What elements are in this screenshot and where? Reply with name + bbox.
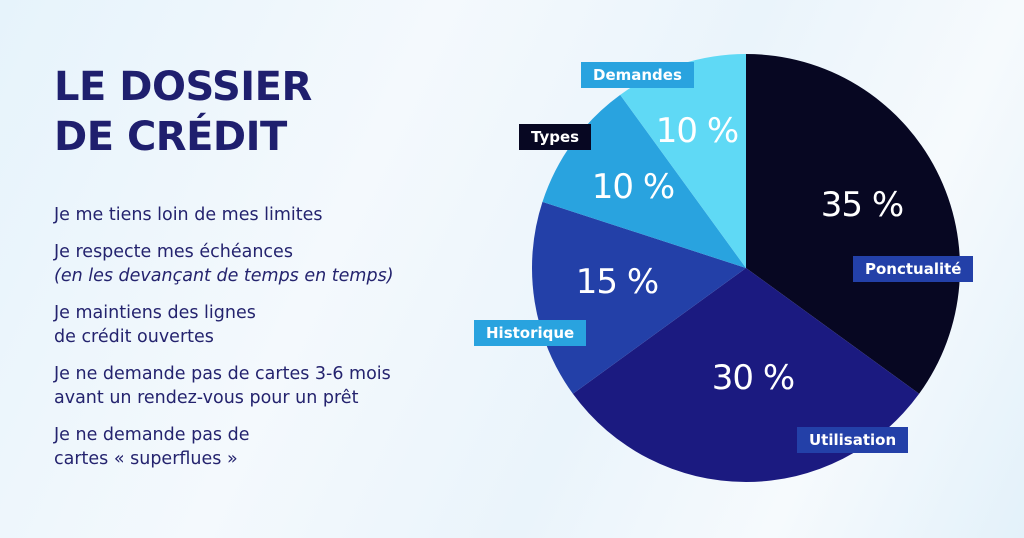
tip-text: cartes « superflues » [54,449,238,469]
tip-item: Je maintiens des lignes de crédit ouvert… [54,301,394,349]
title-line-1: LE DOSSIER [54,64,312,110]
slice-category-tag: Types [519,124,592,150]
pie-slice-demandes [620,54,746,268]
slice-category-tag: Demandes [581,62,694,88]
slice-category-tag: Utilisation [797,427,909,453]
slice-percent-label: 30 % [711,358,795,398]
slice-category-tag: Historique [474,320,587,346]
tip-text: Je me tiens loin de mes limites [54,205,323,225]
title-line-2: DE CRÉDIT [54,114,287,160]
tip-text: de crédit ouvertes [54,327,214,347]
tip-text: Je ne demande pas de [54,425,250,445]
slice-percent-label: 35 % [820,185,904,225]
tip-text: Je respecte mes échéances [54,242,293,262]
slice-percent-label: 10 % [591,167,675,207]
tip-item: Je respecte mes échéances (en les devanç… [54,240,394,288]
tip-note: (en les devançant de temps en temps) [54,266,394,286]
tips-list: Je me tiens loin de mes limites Je respe… [54,203,394,484]
page-title: LE DOSSIER DE CRÉDIT [54,62,312,162]
tip-item: Je me tiens loin de mes limites [54,203,394,227]
slice-percent-label: 10 % [655,111,739,151]
pie-slice-ponctualite [746,54,960,394]
tip-text: Je ne demande pas de cartes 3-6 mois [54,364,391,384]
tip-text: Je maintiens des lignes [54,303,256,323]
tip-item: Je ne demande pas de cartes « superflues… [54,423,394,471]
slice-percent-label: 15 % [575,262,659,302]
tip-item: Je ne demande pas de cartes 3-6 mois ava… [54,362,394,410]
tip-text: avant un rendez-vous pour un prêt [54,388,359,408]
slice-category-tag: Ponctualité [853,256,974,282]
pie-slice-types [542,94,746,268]
